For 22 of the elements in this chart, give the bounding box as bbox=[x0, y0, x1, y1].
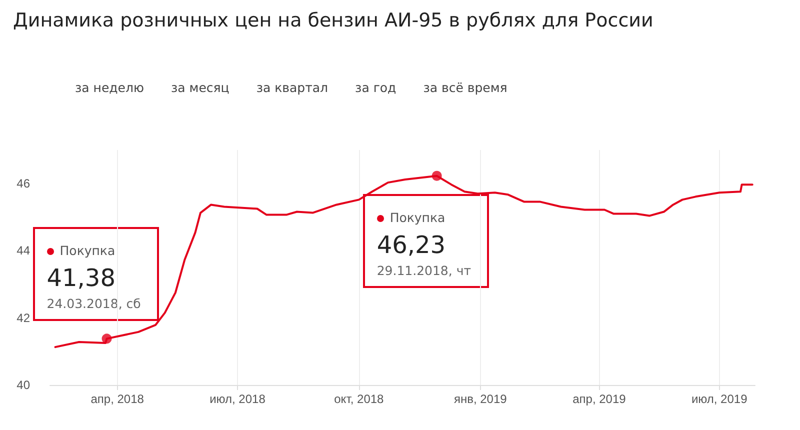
y-tick-label: 44 bbox=[16, 244, 30, 258]
text: за квартал bbox=[256, 80, 328, 95]
y-tick-label: 46 bbox=[16, 176, 30, 191]
x-tick-label: июл, 2019 bbox=[691, 392, 748, 406]
y-tick-label: 42 bbox=[16, 310, 30, 325]
y-tick-label: 40 bbox=[16, 378, 30, 392]
text: за неделю bbox=[75, 80, 144, 95]
annotation: 46,23 bbox=[376, 230, 447, 259]
x-tick-label: апр, 2019 bbox=[572, 392, 626, 406]
x-tick-label: окт, 2018 bbox=[334, 392, 384, 406]
annotation: 24.03.2018, сб bbox=[46, 296, 142, 311]
x-tick-label: апр, 2018 bbox=[90, 392, 144, 406]
annotation: Покупка bbox=[388, 210, 446, 225]
x-tick-label: июл, 2018 bbox=[210, 392, 266, 406]
text: за всё время bbox=[423, 80, 508, 95]
annotation: Покупка bbox=[58, 242, 116, 258]
text: за месяц bbox=[171, 80, 230, 95]
x-tick-label: янв, 2019 bbox=[454, 392, 508, 406]
annotation: 41,38 bbox=[46, 264, 116, 292]
annotation: 29.11.2018, чт bbox=[376, 262, 472, 278]
chart-title: Динамика розничных цен на бензин АИ-95 в рублях для России bbox=[13, 10, 654, 32]
text: за год bbox=[355, 80, 396, 95]
